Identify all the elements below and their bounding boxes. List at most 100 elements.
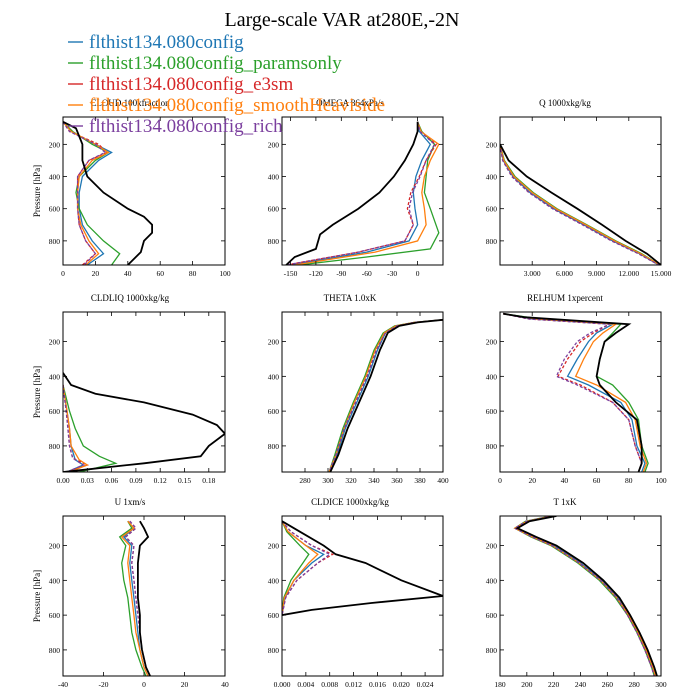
y-tick-label: 400	[486, 372, 498, 381]
y-tick-label: 800	[49, 442, 61, 451]
y-tick-label: 400	[268, 173, 280, 182]
series-line-2	[513, 516, 655, 676]
series-line-3	[282, 520, 319, 616]
series-line-5	[63, 372, 225, 472]
panel-title: CLOUD 100xfraction	[90, 98, 170, 108]
x-tick-label: 9.000	[588, 269, 605, 278]
y-tick-label: 800	[486, 442, 498, 451]
y-tick-label: 600	[486, 205, 498, 214]
panel-relhum: 0 20 40 60 80 100 200 400 600 800 RELHUM 1xpercent	[486, 293, 667, 485]
x-tick-label: 280	[629, 680, 641, 689]
series-group	[63, 372, 225, 472]
y-tick-label: 800	[268, 237, 280, 246]
panels: 0 20 40 60 80 100 200 400 600 800 CLOUD 100xfracti…	[32, 98, 672, 689]
series-line-5	[63, 120, 153, 265]
x-tick-label: 280	[299, 476, 311, 485]
series-line-4	[63, 121, 107, 265]
y-tick-label: 200	[49, 140, 61, 149]
y-tick-label: 600	[49, 407, 61, 416]
legend-entry: flthist134.080config_smoothHeaviside	[89, 95, 385, 116]
x-tick-label: 60	[593, 476, 601, 485]
x-tick-label: 0	[142, 680, 146, 689]
plot-frame	[281, 311, 444, 473]
series-line-4	[500, 144, 660, 265]
y-tick-label: 800	[49, 646, 61, 655]
x-tick-label: -120	[309, 269, 323, 278]
series-line-1	[328, 319, 443, 472]
series-line-4	[328, 319, 443, 472]
plot-frame	[62, 116, 226, 266]
plot-frame	[499, 515, 662, 677]
series-line-0	[503, 313, 646, 472]
series-line-0	[290, 121, 432, 265]
y-tick-label: 400	[49, 576, 61, 585]
series-line-1	[118, 520, 147, 676]
x-tick-label: 380	[414, 476, 426, 485]
series-line-5	[503, 312, 643, 472]
x-tick-label: 0.012	[345, 680, 362, 689]
series-line-1	[63, 384, 118, 472]
y-tick-label: 400	[49, 173, 61, 182]
y-tick-label: 200	[486, 542, 498, 551]
y-tick-label: 400	[268, 576, 280, 585]
panel-title: U 1xm/s	[115, 497, 146, 507]
x-tick-label: 80	[625, 476, 633, 485]
x-tick-label: 0.12	[154, 476, 167, 485]
series-line-3	[120, 520, 149, 676]
y-tick-label: 200	[268, 140, 280, 149]
series-line-1	[298, 121, 440, 265]
x-tick-label: 240	[575, 680, 587, 689]
x-tick-label: 0.024	[417, 680, 434, 689]
x-tick-label: 6.000	[556, 269, 573, 278]
x-tick-label: 3.000	[524, 269, 541, 278]
series-line-4	[282, 520, 331, 616]
plot-frame	[62, 311, 226, 473]
y-tick-label: 400	[486, 576, 498, 585]
x-tick-label: 40	[221, 680, 229, 689]
y-tick-label: 600	[486, 611, 498, 620]
y-tick-label: 200	[268, 338, 280, 347]
series-group	[513, 516, 658, 676]
plot-frame	[499, 311, 662, 473]
series-line-4	[286, 121, 436, 265]
plot-frame	[499, 116, 662, 266]
panel-u: -40 -20 0 20 40 200 400 600 800 U 1xm/s Pressure […	[32, 497, 229, 689]
x-tick-label: 0.09	[129, 476, 142, 485]
x-tick-label: 0.020	[393, 680, 410, 689]
x-tick-label: 360	[391, 476, 403, 485]
plot-frame	[281, 116, 444, 266]
series-line-5	[137, 520, 151, 676]
series-line-3	[503, 313, 648, 472]
x-tick-label: 0.000	[274, 680, 291, 689]
series-line-5	[329, 318, 443, 472]
y-axis-label: Pressure [hPa]	[32, 366, 42, 418]
y-tick-label: 400	[268, 372, 280, 381]
series-line-3	[328, 319, 443, 472]
y-tick-label: 200	[486, 338, 498, 347]
x-tick-label: -20	[99, 680, 109, 689]
series-line-0	[329, 319, 443, 472]
x-tick-label: 0.06	[105, 476, 118, 485]
panel-t: 180 200 220 240 260 280 300 200 400 600 800 T 1xK	[486, 497, 667, 689]
panel-omega: -150 -120 -90 -60 -30 0 200 400 600 800 OMEGA 864x…	[268, 98, 444, 278]
x-tick-label: 20	[528, 476, 536, 485]
series-line-3	[513, 516, 657, 676]
series-group	[63, 120, 153, 265]
series-line-1	[513, 516, 655, 676]
series-line-3	[63, 121, 110, 265]
series-line-0	[282, 520, 325, 616]
y-tick-label: 600	[486, 407, 498, 416]
panel-theta: 280 300 320 340 360 380 400 200 400 600 800 THETA 1…	[268, 293, 449, 485]
y-axis-label: Pressure [hPa]	[32, 165, 42, 217]
series-line-2	[286, 121, 438, 265]
x-tick-label: -150	[284, 269, 298, 278]
x-tick-label: 0	[61, 269, 65, 278]
x-tick-label: 0.004	[297, 680, 314, 689]
y-tick-label: 600	[49, 205, 61, 214]
x-tick-label: 100	[655, 476, 667, 485]
x-tick-label: 300	[322, 476, 334, 485]
plot-frame	[281, 515, 444, 677]
x-tick-label: 400	[437, 476, 449, 485]
x-tick-label: 0	[416, 269, 420, 278]
panel-title: T 1xK	[553, 497, 577, 507]
